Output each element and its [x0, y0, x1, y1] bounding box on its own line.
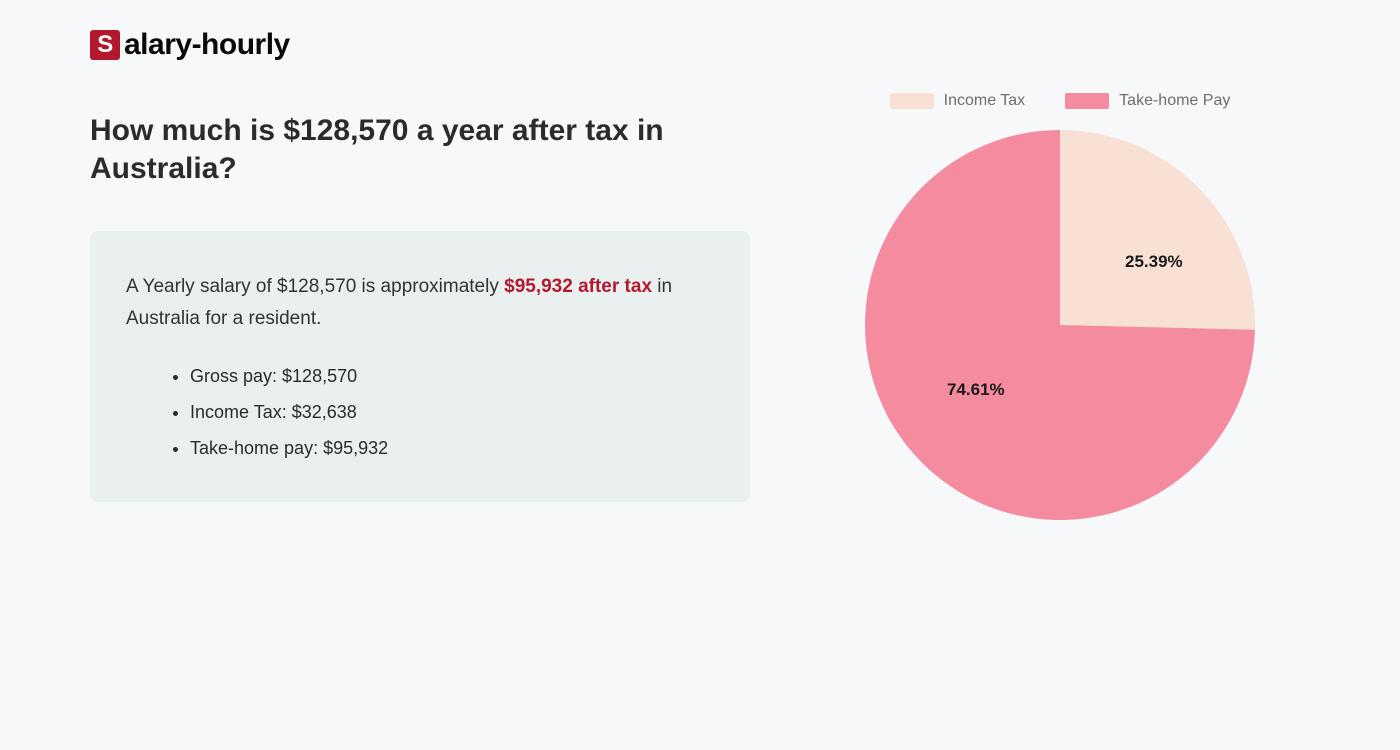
list-item: Income Tax: $32,638	[190, 394, 714, 430]
legend-swatch	[1065, 93, 1109, 109]
pie-svg	[865, 130, 1255, 520]
pie-slice-label-take-home: 74.61%	[947, 380, 1005, 400]
list-item: Take-home pay: $95,932	[190, 430, 714, 466]
breakdown-list: Gross pay: $128,570 Income Tax: $32,638 …	[126, 358, 714, 466]
legend-label: Income Tax	[944, 92, 1026, 110]
legend-label: Take-home Pay	[1119, 92, 1230, 110]
logo-badge: S	[90, 30, 120, 60]
legend-item-income-tax: Income Tax	[890, 92, 1026, 110]
logo-text: alary-hourly	[124, 28, 290, 62]
site-logo: Salary-hourly	[90, 28, 1310, 62]
legend-swatch	[890, 93, 934, 109]
chart-legend: Income Tax Take-home Pay	[890, 92, 1231, 110]
summary-prefix: A Yearly salary of $128,570 is approxima…	[126, 276, 504, 297]
summary-box: A Yearly salary of $128,570 is approxima…	[90, 231, 750, 502]
pie-slice-label-income-tax: 25.39%	[1125, 252, 1183, 272]
list-item: Gross pay: $128,570	[190, 358, 714, 394]
summary-highlight: $95,932 after tax	[504, 276, 652, 297]
pie-chart: 25.39% 74.61%	[865, 130, 1255, 520]
legend-item-take-home: Take-home Pay	[1065, 92, 1230, 110]
summary-sentence: A Yearly salary of $128,570 is approxima…	[126, 271, 714, 336]
page-heading: How much is $128,570 a year after tax in…	[90, 112, 750, 187]
